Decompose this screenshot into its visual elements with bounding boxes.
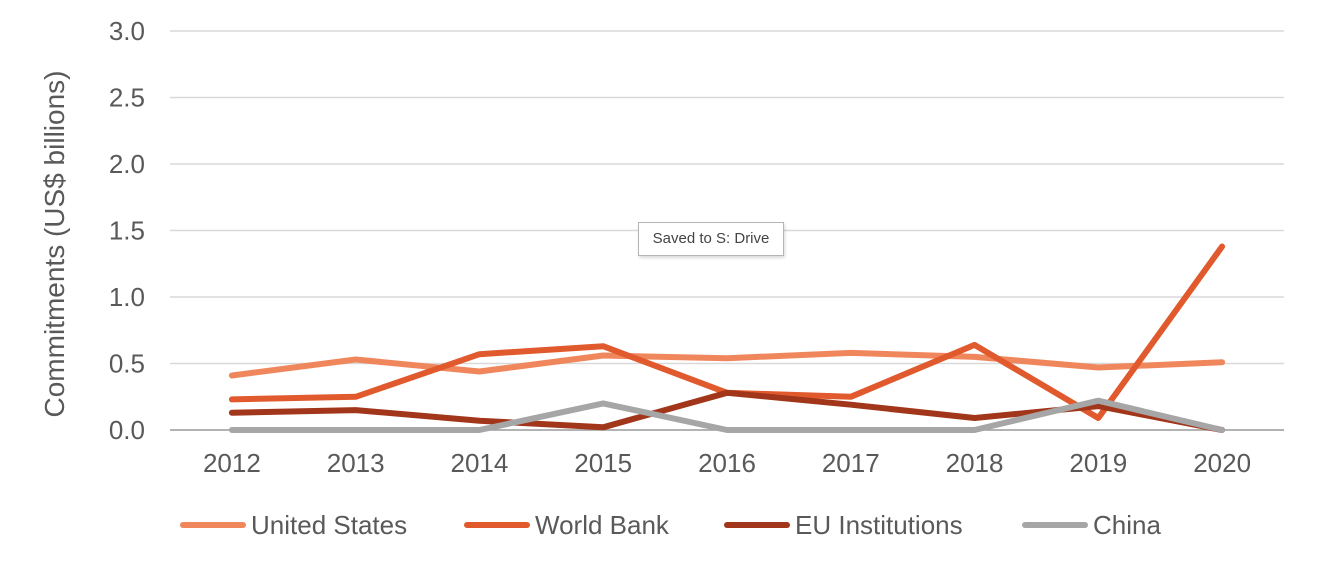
x-tick-label: 2019 <box>1069 448 1127 478</box>
legend-label: World Bank <box>535 510 670 540</box>
x-axis-ticks: 2012 2013 2014 2015 2016 2017 2018 2019 2020 <box>203 448 1251 478</box>
y-tick-label: 2.0 <box>109 149 145 179</box>
y-tick-label: 0.0 <box>109 415 145 445</box>
saved-tooltip: Saved to S: Drive <box>638 222 784 256</box>
series-line-united-states <box>228 349 1226 379</box>
legend-label: EU Institutions <box>795 510 963 540</box>
y-axis-label: Commitments (US$ billions) <box>39 71 70 418</box>
x-tick-label: 2013 <box>327 448 385 478</box>
x-tick-label: 2018 <box>946 448 1004 478</box>
x-tick-label: 2017 <box>822 448 880 478</box>
x-tick-label: 2014 <box>451 448 509 478</box>
y-tick-label: 1.0 <box>109 282 145 312</box>
y-tick-label: 2.5 <box>109 83 145 113</box>
x-tick-label: 2012 <box>203 448 261 478</box>
series-line-china <box>228 397 1226 433</box>
y-axis-ticks: 0.0 0.5 1.0 1.5 2.0 2.5 3.0 <box>109 16 145 445</box>
series-line-eu-institutions <box>228 389 1226 433</box>
y-tick-label: 0.5 <box>109 349 145 379</box>
x-tick-label: 2020 <box>1193 448 1251 478</box>
y-tick-label: 3.0 <box>109 16 145 46</box>
series-lines <box>228 243 1226 433</box>
legend-label: United States <box>251 510 407 540</box>
x-tick-label: 2015 <box>574 448 632 478</box>
grid-lines <box>170 30 1284 365</box>
legend-label: China <box>1093 510 1161 540</box>
legend: United States World Bank EU Institutions Ch… <box>180 510 1161 540</box>
x-tick-label: 2016 <box>698 448 756 478</box>
y-tick-label: 1.5 <box>109 216 145 246</box>
